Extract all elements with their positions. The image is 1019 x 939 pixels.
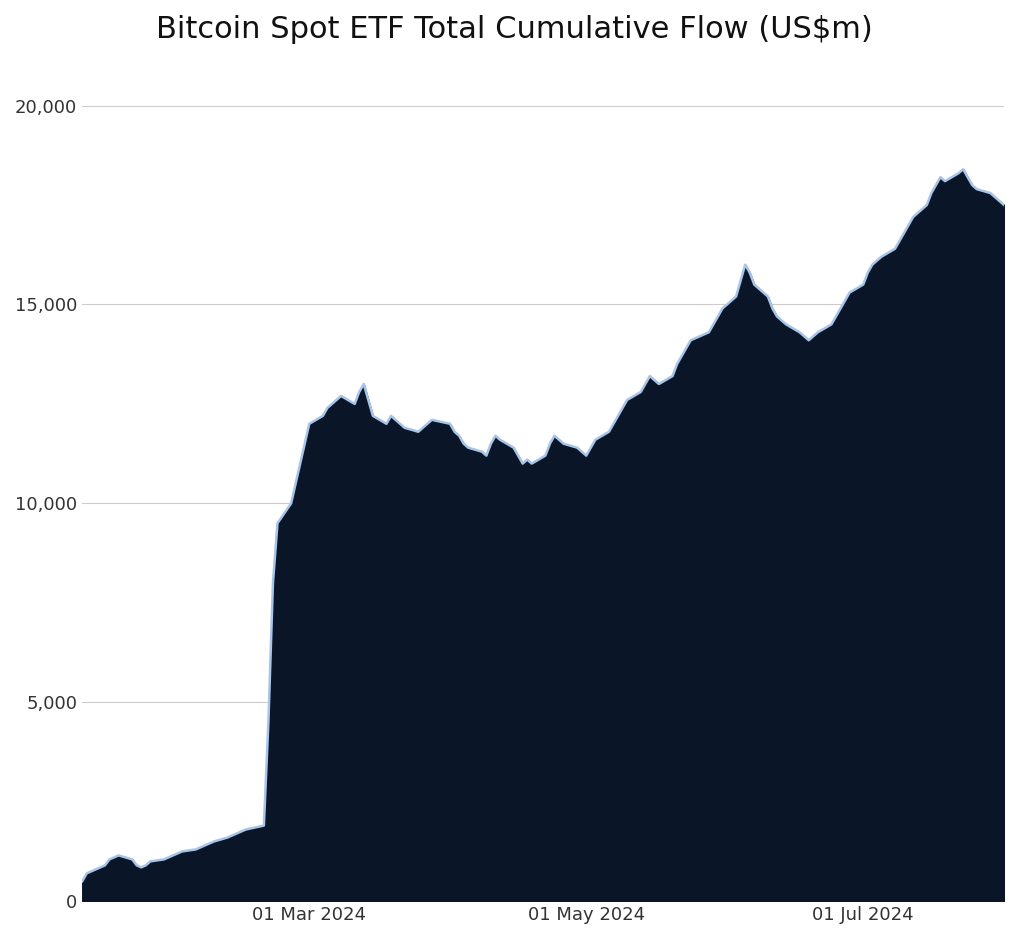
Text: Bitcoin Spot ETF Total Cumulative Flow (US$m): Bitcoin Spot ETF Total Cumulative Flow (… <box>156 15 872 44</box>
